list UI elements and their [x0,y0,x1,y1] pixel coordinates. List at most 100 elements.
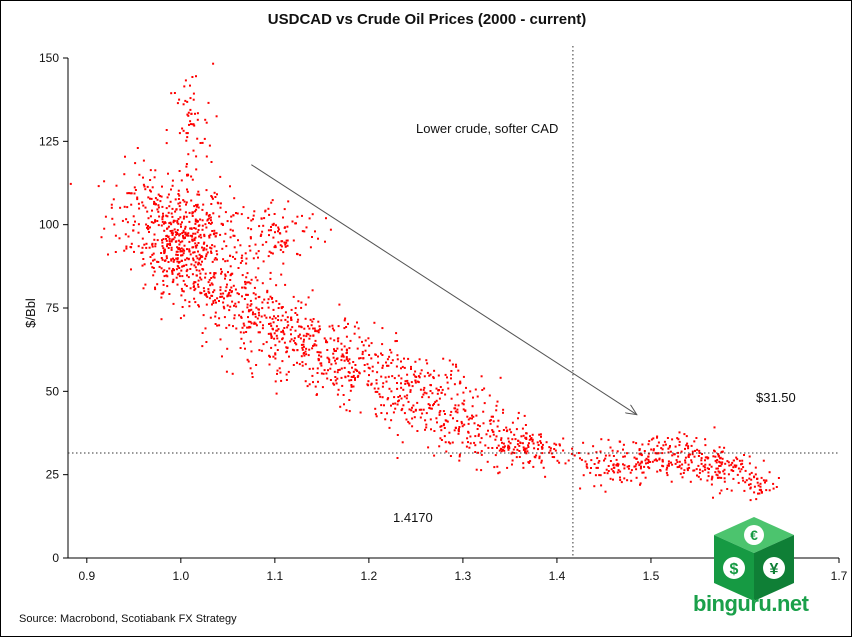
data-point [361,340,363,343]
data-point [237,239,239,242]
data-point [209,216,212,219]
data-point [336,371,339,374]
data-point [194,220,197,223]
data-point [193,237,196,240]
data-point [686,469,689,472]
data-point [446,381,449,384]
data-point [205,294,208,297]
data-point [695,437,698,439]
data-point [245,262,248,265]
data-point [157,261,160,263]
data-point [661,460,664,463]
data-point [161,218,164,221]
data-point [492,430,495,433]
data-point [174,198,177,201]
data-point [303,352,305,354]
data-point [622,455,625,458]
data-point [687,447,690,450]
data-point [352,385,355,388]
data-point [196,257,199,260]
data-point [151,209,153,212]
data-point [340,367,343,370]
data-point [300,306,303,309]
data-point [214,272,217,275]
data-point [211,196,214,199]
data-point [617,463,620,466]
data-point [182,252,185,255]
data-point [505,430,508,433]
data-point [176,273,179,276]
data-point [260,349,263,352]
data-point [680,467,683,470]
x-tick-label: 1.0 [172,569,189,583]
data-point [449,455,452,457]
data-point [186,274,188,277]
data-point [300,343,303,346]
data-point [179,248,181,251]
data-point [296,349,299,351]
data-point [502,429,505,431]
data-point [193,124,196,127]
data-point [598,460,601,462]
data-point [176,246,179,249]
data-point [391,359,394,362]
data-point [524,424,527,426]
data-point [203,235,206,238]
data-point [252,257,255,260]
data-point [166,270,168,273]
data-point [194,245,197,248]
data-point [220,222,223,225]
data-point [198,193,201,196]
data-point [658,458,661,461]
data-point [645,462,647,465]
data-point [271,252,274,255]
data-point [411,425,414,428]
data-point [691,453,694,456]
data-point [250,322,253,325]
data-point [501,441,503,444]
data-point [171,179,174,182]
data-point [269,295,272,298]
data-point [167,193,170,196]
data-point [678,465,681,468]
data-point [403,412,406,415]
data-point [232,214,235,217]
data-point [539,440,542,443]
data-point [462,408,465,411]
data-point [711,476,714,479]
data-point [438,411,441,414]
data-point [192,123,194,126]
data-point [642,471,645,474]
data-point [715,473,718,476]
data-point [717,470,720,473]
data-point [720,463,723,466]
data-point [235,327,238,330]
data-point [648,440,651,443]
data-point [293,337,296,340]
data-point [180,247,183,250]
data-point [167,211,170,214]
data-point [311,374,314,377]
data-point [210,247,213,250]
data-point [496,425,499,428]
data-point [197,285,200,288]
data-point [453,429,456,432]
data-point [211,283,214,286]
data-point [345,326,348,328]
y-tick-label: 150 [39,51,59,65]
data-point [193,264,196,267]
data-point [160,267,163,270]
data-point [511,459,514,462]
data-point [269,322,272,325]
data-point [277,307,280,309]
data-point [426,371,429,374]
data-point [259,321,262,324]
data-point [472,415,475,418]
data-point [196,203,199,206]
data-point [156,260,159,263]
data-point [498,471,501,474]
data-point [481,389,484,391]
data-point [171,234,174,236]
data-point [541,443,544,446]
data-point [509,442,512,445]
